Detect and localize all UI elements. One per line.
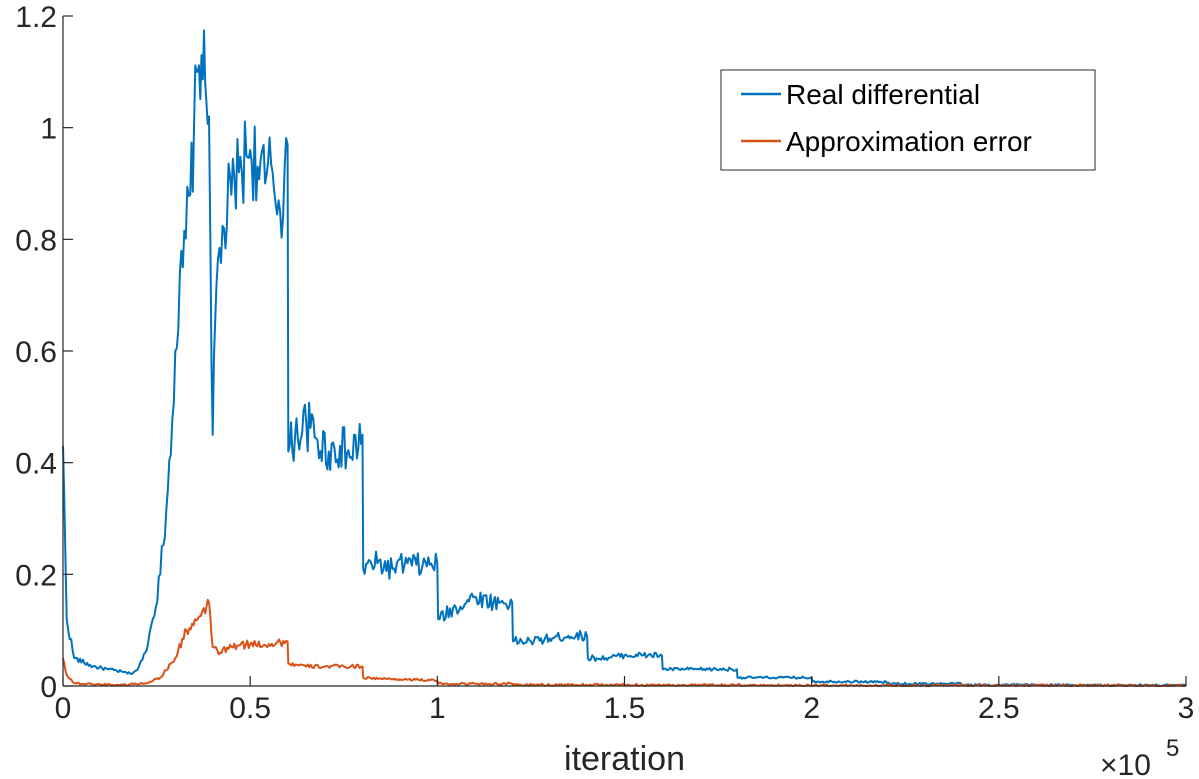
x-tick-label: 0 — [55, 692, 72, 725]
legend-label-real-differential: Real differential — [786, 79, 980, 110]
y-tick-label: 0.2 — [15, 559, 57, 592]
legend-label-approximation-error: Approximation error — [786, 126, 1032, 157]
x-axis-title: iteration — [564, 740, 685, 778]
y-tick-label: 0 — [40, 671, 57, 704]
x-tick-label: 2 — [803, 692, 820, 725]
multiplier-base: ×10 — [1100, 749, 1151, 779]
x-tick-label: 0.5 — [229, 692, 271, 725]
axes-layer: 0 0.5 1 1.5 2 2.5 3 0 0.2 0.4 0.6 0.8 1 1.2 — [15, 1, 1194, 725]
legend-box — [720, 69, 1096, 171]
legend: Real differential Approximation error — [720, 69, 1096, 171]
x-axis-multiplier: ×10 5 — [1100, 735, 1179, 779]
y-tick-label: 0.8 — [15, 224, 57, 257]
y-tick-label: 0.6 — [15, 336, 57, 369]
y-tick-label: 0.4 — [15, 448, 57, 481]
y-tick-label: 1 — [40, 113, 57, 146]
multiplier-exponent: 5 — [1166, 735, 1179, 762]
x-tick-label: 2.5 — [978, 692, 1020, 725]
x-tick-label: 1.5 — [604, 692, 646, 725]
x-tick-label: 3 — [1178, 692, 1195, 725]
x-tick-label: 1 — [429, 692, 446, 725]
series-line-approximation-error — [62, 598, 1187, 687]
y-tick-label: 1.2 — [15, 1, 57, 34]
